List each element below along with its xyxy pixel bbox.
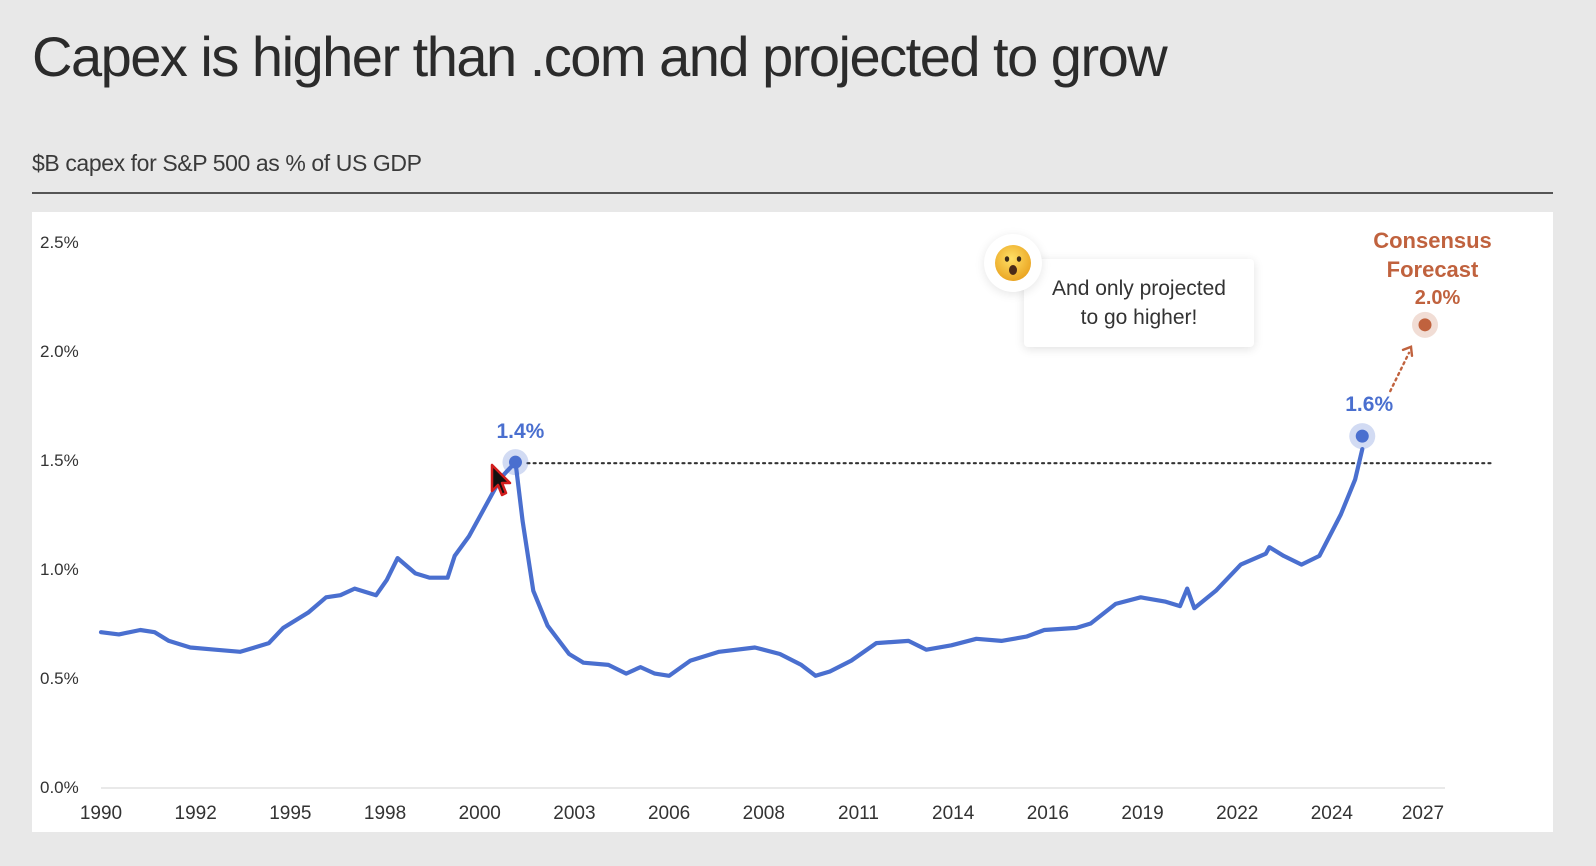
x-tick-label: 2003 [553,803,595,824]
forecast-arrowhead-icon [1401,345,1414,358]
highlight-point [508,455,522,469]
astonished-face-icon [984,234,1042,292]
y-tick-label: 2.0% [40,342,79,361]
x-tick-label: 1998 [364,803,406,824]
dotcom-peak-label: 1.4% [496,420,545,444]
x-tick-label: 2006 [648,803,690,824]
x-tick-label: 2014 [932,803,975,824]
x-tick-label: 2008 [743,803,785,824]
chart-subtitle: $B capex for S&P 500 as % of US GDP [32,150,422,176]
y-axis: 0.0% 0.5% 1.0% 1.5% 2.0% 2.5% [40,233,79,797]
series-line-capex [98,447,1365,678]
y-tick-label: 2.5% [40,233,79,252]
x-tick-label: 2016 [1027,803,1069,824]
highlighted-points [502,423,1376,476]
x-axis: 1990 1992 1995 1998 2000 2003 2006 2008 2011 2014… [80,803,1444,824]
highlight-point [1355,429,1369,443]
x-tick-label: 2000 [459,803,501,824]
page-title: Capex is higher than .com and projected … [32,25,1168,88]
y-tick-label: 0.0% [40,778,79,797]
forecast-title-line-1: Consensus [1373,228,1492,253]
forecast-point-group [1412,311,1438,338]
y-tick-label: 0.5% [40,669,79,688]
x-tick-label: 2022 [1216,803,1258,824]
x-tick-label: 2019 [1121,803,1163,824]
x-tick-label: 1995 [269,803,311,824]
x-tick-label: 2024 [1311,803,1354,824]
header-divider [32,192,1553,194]
forecast-point [1418,318,1432,332]
forecast-title: Consensus Forecast [1355,226,1510,284]
y-tick-label: 1.5% [40,451,79,470]
mouse-cursor-icon [490,463,512,497]
forecast-value-label: 2.0% [1414,287,1461,309]
callout-line-1: And only projected [1052,277,1226,300]
current-peak-label: 1.6% [1345,393,1394,417]
forecast-arrow [1389,351,1411,393]
chart-panel [32,212,1553,832]
x-tick-label: 2027 [1402,803,1444,824]
x-tick-label: 1992 [175,803,217,824]
y-tick-label: 1.0% [40,560,79,579]
forecast-title-line-2: Forecast [1386,257,1479,282]
x-tick-label: 2011 [838,803,879,824]
callout-line-2: to go higher! [1080,306,1198,329]
x-tick-label: 1990 [80,803,122,824]
callout-box: And only projected to go higher! [1024,259,1254,347]
